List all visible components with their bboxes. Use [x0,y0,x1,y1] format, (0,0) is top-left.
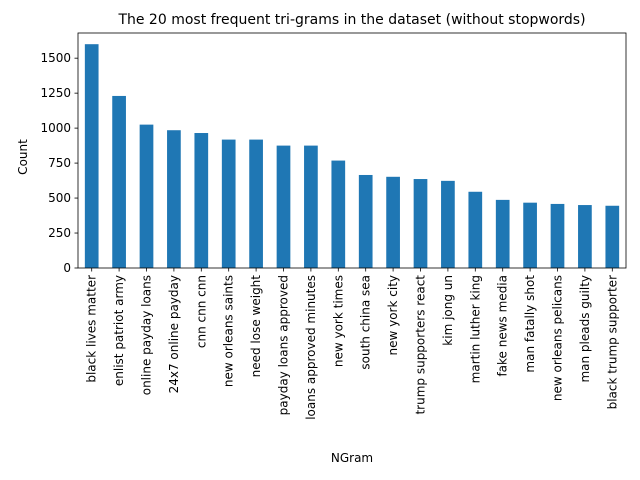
bar-16 [523,202,537,268]
x-tick-label-4: cnn cnn cnn [194,275,208,348]
chart-title: The 20 most frequent tri-grams in the da… [117,12,585,28]
bars-group [84,44,620,268]
bar-3 [167,130,181,268]
bar-1 [112,95,126,268]
x-tick-label-10: south china sea [359,275,373,370]
y-tick-label-4: 1000 [40,121,71,135]
x-tick-label-6: need lose weight [249,275,263,378]
y-axis: 0 250 500 750 1000 1250 1500 [40,51,78,275]
x-tick-label-7: payday loans approved [277,275,291,415]
x-tick-label-2: online payday loans [140,275,154,395]
bar-5 [221,139,236,268]
x-tick-label-19: black trump supporter [605,275,619,409]
x-tick-label-16: man fatally shot [523,275,537,373]
x-tick-label-1: enlist patriot army [112,275,126,386]
x-tick-label-17: new orleans pelicans [551,275,565,401]
x-tick-label-18: man pleads guilty [578,275,592,383]
y-tick-label-6: 1500 [40,51,71,65]
x-axis: black lives matter enlist patriot army onl… [85,268,619,420]
bar-0 [84,44,99,268]
x-tick-label-13: kim jong un [441,275,455,346]
x-tick-label-3: 24x7 online payday [167,275,181,393]
x-tick-label-5: new orleans saints [222,275,236,387]
bar-7 [276,145,291,268]
bar-13 [441,180,455,268]
bar-14 [468,191,483,268]
bar-8 [304,145,318,268]
y-tick-label-3: 750 [48,156,71,170]
x-axis-label: NGram [331,451,373,465]
x-tick-label-11: new york city [386,275,400,356]
x-tick-label-8: loans approved minutes [304,275,318,420]
bar-17 [550,203,565,268]
plot-frame [77,32,627,269]
x-tick-label-0: black lives matter [85,275,99,383]
y-tick-label-1: 250 [48,226,71,240]
bar-11 [386,176,400,268]
bar-9 [331,160,346,268]
bar-10 [358,174,373,268]
y-axis-label: Count [16,139,30,175]
x-tick-label-12: trump supporters react [414,275,428,415]
x-tick-label-14: martin luther king [468,275,482,383]
bar-6 [249,139,263,268]
bar-15 [495,199,510,268]
y-tick-label-2: 500 [48,191,71,205]
bar-12 [413,179,428,268]
y-tick-label-0: 0 [63,261,71,275]
bar-4 [194,133,209,268]
bar-2 [139,124,154,268]
bar-18 [578,205,592,268]
x-tick-label-9: new york times [331,275,345,367]
bar-19 [605,205,620,268]
x-tick-label-15: fake news media [496,275,510,377]
y-tick-label-5: 1250 [40,86,71,100]
